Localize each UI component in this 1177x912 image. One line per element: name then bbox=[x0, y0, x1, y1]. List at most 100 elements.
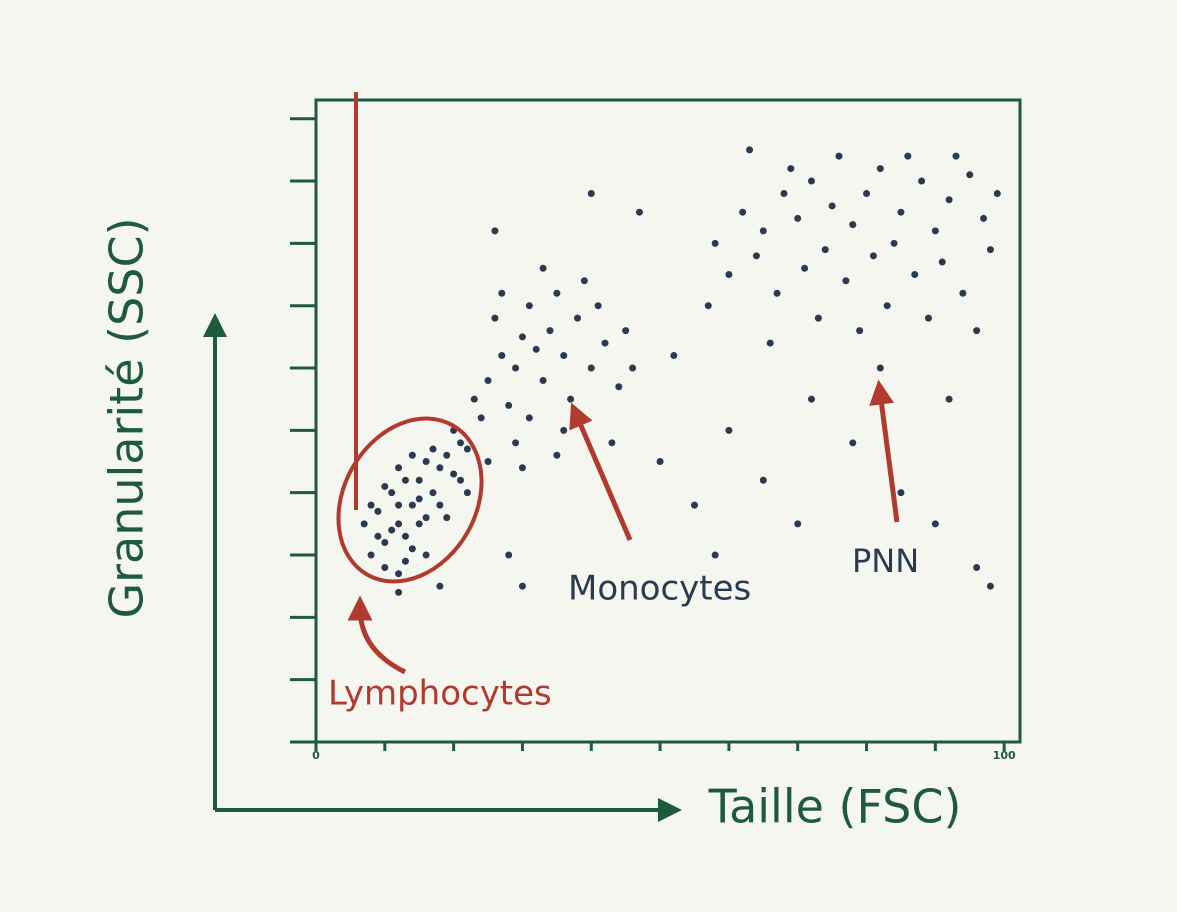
point bbox=[601, 339, 609, 347]
point bbox=[869, 252, 877, 260]
point bbox=[635, 208, 643, 216]
point bbox=[876, 165, 884, 173]
point bbox=[395, 570, 403, 578]
point bbox=[973, 563, 981, 571]
point bbox=[415, 495, 423, 503]
point bbox=[436, 501, 444, 509]
point bbox=[567, 395, 575, 403]
point bbox=[395, 588, 403, 596]
point bbox=[959, 289, 967, 297]
point bbox=[849, 439, 857, 447]
point bbox=[897, 208, 905, 216]
point bbox=[849, 221, 857, 229]
point bbox=[422, 458, 430, 466]
point bbox=[842, 277, 850, 285]
point bbox=[429, 445, 437, 453]
point bbox=[918, 177, 926, 185]
point bbox=[470, 395, 478, 403]
point bbox=[401, 476, 409, 484]
point bbox=[553, 289, 561, 297]
x-axis-title: Taille (FSC) bbox=[708, 780, 962, 834]
point bbox=[429, 489, 437, 497]
point bbox=[690, 501, 698, 509]
point bbox=[381, 482, 389, 490]
point bbox=[422, 514, 430, 522]
point bbox=[408, 545, 416, 553]
point bbox=[443, 451, 451, 459]
point bbox=[890, 239, 898, 247]
point bbox=[436, 582, 444, 590]
point bbox=[477, 414, 485, 422]
x-tick-label: 100 bbox=[993, 749, 1016, 762]
point bbox=[450, 470, 458, 478]
point bbox=[773, 289, 781, 297]
point bbox=[704, 302, 712, 310]
point bbox=[539, 376, 547, 384]
point bbox=[587, 364, 595, 372]
point bbox=[505, 401, 513, 409]
point bbox=[924, 314, 932, 322]
point bbox=[780, 189, 788, 197]
annotation: PNN bbox=[852, 542, 919, 580]
point bbox=[463, 445, 471, 453]
point bbox=[484, 458, 492, 466]
point bbox=[491, 227, 499, 235]
point bbox=[828, 202, 836, 210]
point bbox=[759, 227, 767, 235]
point bbox=[807, 395, 815, 403]
point bbox=[629, 364, 637, 372]
point bbox=[801, 264, 809, 272]
point bbox=[766, 339, 774, 347]
point bbox=[395, 501, 403, 509]
plot-frame bbox=[314, 98, 1022, 744]
gate-ellipse bbox=[336, 416, 484, 584]
point bbox=[670, 352, 678, 360]
y-axis-title: Granularité (SSC) bbox=[100, 217, 154, 618]
point bbox=[388, 526, 396, 534]
point bbox=[401, 557, 409, 565]
point bbox=[807, 177, 815, 185]
point bbox=[408, 501, 416, 509]
point bbox=[505, 551, 513, 559]
point bbox=[897, 489, 905, 497]
point bbox=[401, 532, 409, 540]
point bbox=[443, 514, 451, 522]
point bbox=[656, 458, 664, 466]
point bbox=[560, 426, 568, 434]
point bbox=[374, 532, 382, 540]
point bbox=[863, 189, 871, 197]
point bbox=[835, 152, 843, 160]
annotation: Monocytes bbox=[568, 569, 751, 609]
point bbox=[360, 520, 368, 528]
point bbox=[725, 426, 733, 434]
point bbox=[725, 271, 733, 279]
point bbox=[883, 302, 891, 310]
x-tick-label: 0 bbox=[312, 749, 320, 762]
point bbox=[367, 551, 375, 559]
point bbox=[436, 464, 444, 472]
point bbox=[381, 539, 389, 547]
point bbox=[580, 277, 588, 285]
point bbox=[594, 302, 602, 310]
point bbox=[759, 476, 767, 484]
point bbox=[518, 333, 526, 341]
arrow bbox=[869, 379, 900, 523]
point bbox=[986, 246, 994, 254]
point bbox=[518, 464, 526, 472]
arrow bbox=[569, 402, 633, 541]
point bbox=[876, 364, 884, 372]
arrow bbox=[347, 595, 407, 675]
point bbox=[560, 352, 568, 360]
marks bbox=[360, 146, 1001, 596]
point bbox=[746, 146, 754, 154]
point bbox=[374, 507, 382, 515]
point bbox=[457, 439, 465, 447]
point bbox=[491, 314, 499, 322]
point bbox=[911, 271, 919, 279]
point bbox=[587, 189, 595, 197]
point bbox=[553, 451, 561, 459]
point bbox=[422, 551, 430, 559]
point bbox=[952, 152, 960, 160]
point bbox=[615, 383, 623, 391]
